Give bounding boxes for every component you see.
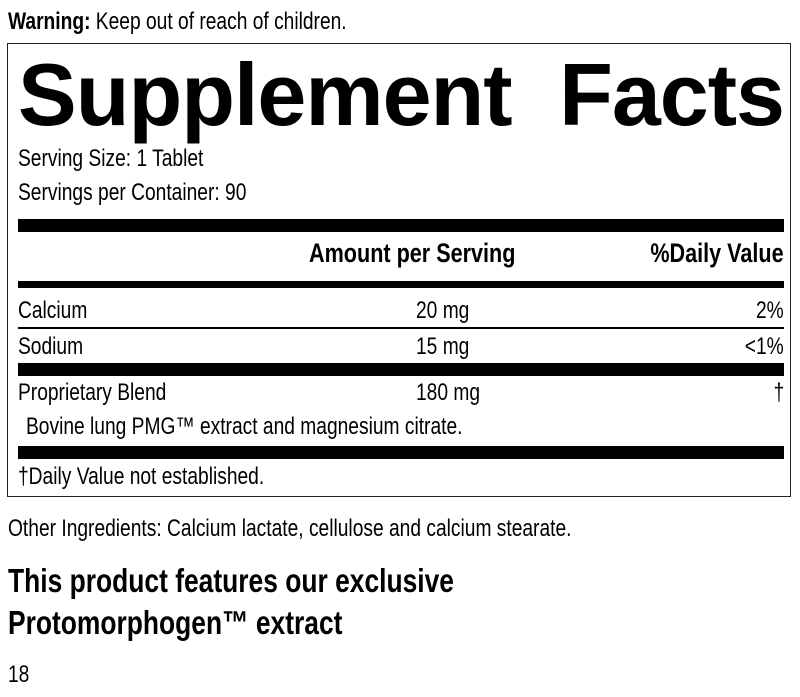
row-dv: <1% bbox=[745, 333, 784, 360]
row-dv: 2% bbox=[756, 297, 784, 324]
divider-thick bbox=[18, 446, 784, 459]
blend-description: Bovine lung PMG™ extract and magnesium c… bbox=[26, 413, 463, 440]
row-name: Calcium bbox=[18, 297, 88, 324]
serving-size: Serving Size: 1 Tablet bbox=[18, 145, 204, 172]
servings-per-container: Servings per Container: 90 bbox=[18, 179, 247, 206]
row-amount: 15 mg bbox=[416, 333, 470, 360]
row-name: Sodium bbox=[18, 333, 84, 360]
divider-thin bbox=[18, 327, 784, 329]
panel-title: Supplement Facts bbox=[18, 45, 785, 144]
page-number: 18 bbox=[8, 661, 30, 688]
row-amount: 180 mg bbox=[416, 379, 481, 406]
row-amount: 20 mg bbox=[416, 297, 470, 324]
divider-thick bbox=[18, 219, 784, 232]
warning-label: Warning: bbox=[8, 8, 91, 35]
divider-medium bbox=[18, 281, 784, 288]
supplement-facts-panel bbox=[7, 43, 791, 497]
title-word-supplement: Supplement bbox=[18, 45, 513, 144]
footnote: †Daily Value not established. bbox=[18, 463, 265, 490]
title-word-facts: Facts bbox=[559, 45, 785, 144]
divider-thick bbox=[18, 363, 784, 376]
header-amount: Amount per Serving bbox=[309, 238, 516, 268]
header-daily-value: %Daily Value bbox=[650, 238, 784, 268]
warning-body: Keep out of reach of children. bbox=[90, 8, 347, 35]
row-name: Proprietary Blend bbox=[18, 379, 167, 406]
feature-heading-line2: Protomorphogen™ extract bbox=[8, 604, 343, 641]
row-dv: † bbox=[773, 379, 784, 406]
other-ingredients: Other Ingredients: Calcium lactate, cell… bbox=[8, 515, 572, 542]
warning-text: Warning: Keep out of reach of children. bbox=[8, 9, 431, 35]
feature-heading-line1: This product features our exclusive bbox=[8, 562, 454, 599]
